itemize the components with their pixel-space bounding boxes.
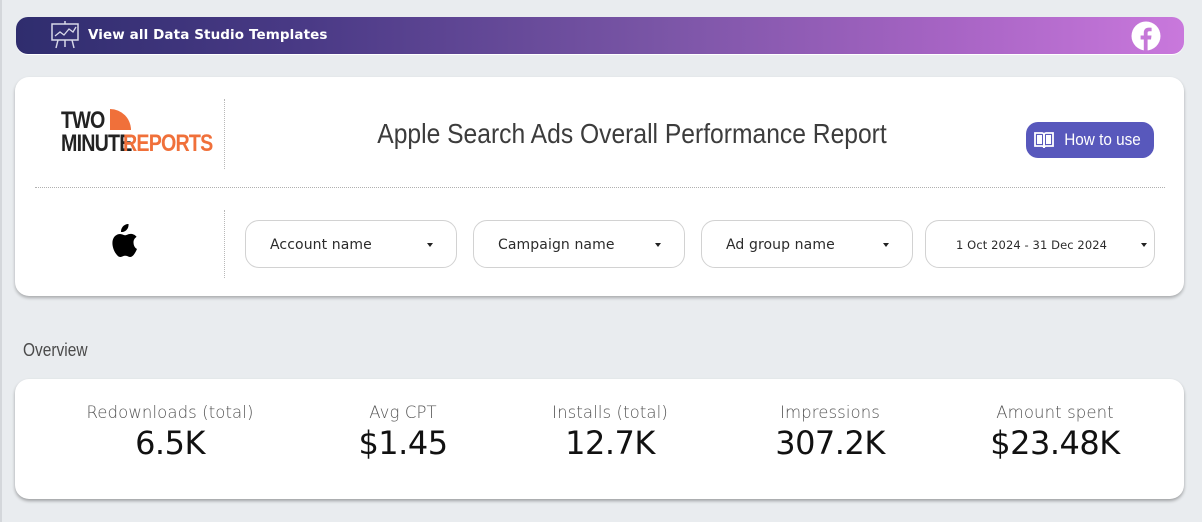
chevron-down-icon bbox=[655, 243, 661, 247]
scorecard-amount-spent: Amount spent $23.48K bbox=[935, 403, 1175, 462]
facebook-icon[interactable] bbox=[1131, 21, 1161, 51]
banner-label[interactable]: View all Data Studio Templates bbox=[88, 27, 328, 43]
scorecard-redownloads: Redownloads (total) 6.5K bbox=[50, 403, 290, 462]
overview-scorecards: Redownloads (total) 6.5K Avg CPT $1.45 I… bbox=[15, 379, 1184, 499]
campaign-name-dropdown[interactable]: Campaign name bbox=[473, 220, 685, 268]
scorecard-label: Installs (total) bbox=[552, 403, 668, 422]
scorecard-label: Amount spent bbox=[996, 403, 1114, 422]
dropdown-label: Ad group name bbox=[726, 237, 835, 253]
logo-divider bbox=[224, 99, 225, 169]
scorecard-value: $23.48K bbox=[990, 424, 1120, 462]
dropdown-label: Account name bbox=[270, 237, 372, 253]
date-range-label: 1 Oct 2024 - 31 Dec 2024 bbox=[956, 238, 1108, 252]
dropdown-label: Campaign name bbox=[498, 237, 615, 253]
scorecard-value: 12.7K bbox=[565, 424, 655, 462]
scorecard-installs: Installs (total) 12.7K bbox=[490, 403, 730, 462]
date-range-picker[interactable]: 1 Oct 2024 - 31 Dec 2024 bbox=[925, 220, 1155, 268]
logo-line2-accent: REPORTS bbox=[123, 130, 213, 157]
page-title: Apple Search Ads Overall Performance Rep… bbox=[377, 118, 887, 149]
two-minute-reports-logo: TWO MINUTE REPORTS bbox=[61, 107, 213, 159]
scorecard-value: $1.45 bbox=[358, 424, 448, 462]
logo-line2-dark: MINUTE bbox=[61, 130, 132, 157]
ad-group-name-dropdown[interactable]: Ad group name bbox=[701, 220, 913, 268]
chevron-down-icon bbox=[883, 243, 889, 247]
chevron-down-icon bbox=[1141, 243, 1147, 247]
filters-divider bbox=[224, 210, 225, 278]
chevron-down-icon bbox=[427, 243, 433, 247]
book-icon bbox=[1034, 132, 1055, 149]
how-to-use-button[interactable]: How to use bbox=[1026, 122, 1154, 158]
scorecard-avg-cpt: Avg CPT $1.45 bbox=[283, 403, 523, 462]
scorecard-label: Avg CPT bbox=[369, 403, 437, 422]
scorecard-value: 307.2K bbox=[775, 424, 885, 462]
presentation-chart-icon bbox=[51, 21, 79, 49]
templates-banner[interactable]: View all Data Studio Templates bbox=[16, 17, 1184, 54]
header-card: TWO MINUTE REPORTS Apple Search Ads Over… bbox=[15, 77, 1184, 296]
scorecard-label: Redownloads (total) bbox=[86, 403, 254, 422]
logo-line1: TWO bbox=[61, 107, 105, 134]
scorecard-impressions: Impressions 307.2K bbox=[710, 403, 950, 462]
page-edge bbox=[0, 0, 2, 522]
header-divider bbox=[35, 187, 1165, 188]
section-title-overview: Overview bbox=[23, 340, 88, 360]
scorecard-value: 6.5K bbox=[135, 424, 205, 462]
logo-quarter-circle-icon bbox=[110, 109, 131, 130]
apple-icon bbox=[112, 224, 137, 258]
how-to-use-label: How to use bbox=[1064, 130, 1142, 149]
scorecard-label: Impressions bbox=[779, 403, 880, 422]
account-name-dropdown[interactable]: Account name bbox=[245, 220, 457, 268]
